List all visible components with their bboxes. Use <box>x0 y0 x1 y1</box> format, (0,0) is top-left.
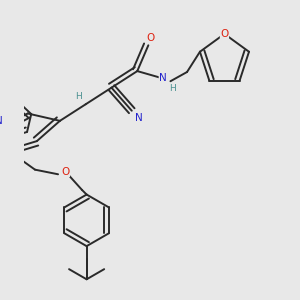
Text: H: H <box>75 92 82 101</box>
Text: N: N <box>159 74 167 83</box>
Text: O: O <box>61 167 70 176</box>
Text: N: N <box>0 116 3 126</box>
Text: O: O <box>220 29 229 39</box>
Text: H: H <box>169 84 176 93</box>
Text: O: O <box>146 33 154 43</box>
Text: N: N <box>135 113 143 123</box>
